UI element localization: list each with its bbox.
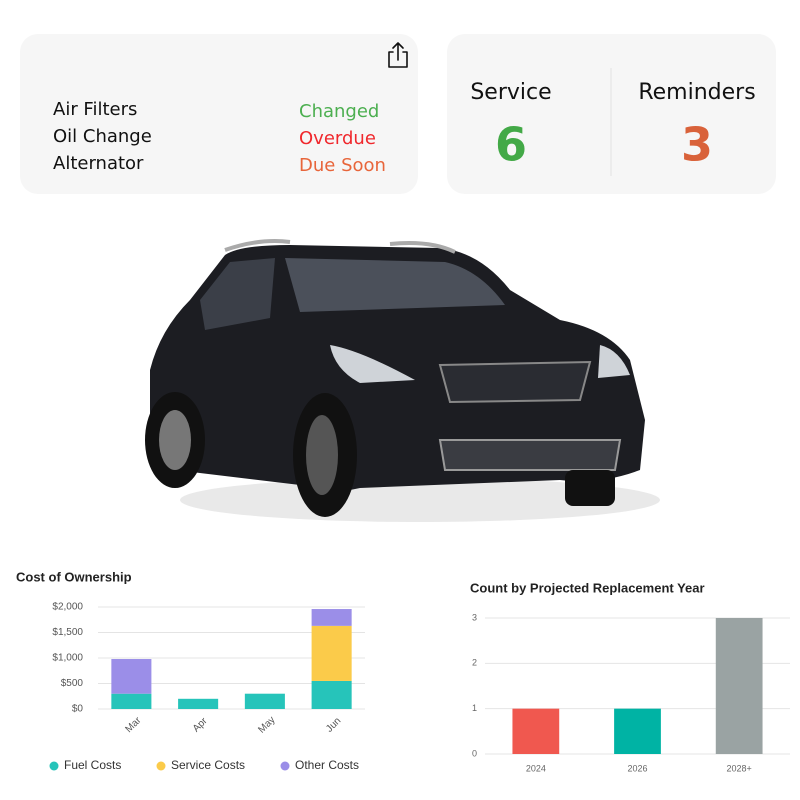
item-status: Overdue (299, 128, 376, 149)
windshield (285, 258, 505, 312)
y-tick-label: $2,000 (52, 602, 83, 613)
bar-segment (178, 698, 219, 709)
y-tick-label: 2 (472, 658, 477, 668)
front-rim (306, 415, 338, 495)
item-status: Changed (299, 101, 379, 122)
chart: Cost of Ownership $0 $500 $1,000 $1,500 $2,00… (16, 569, 365, 772)
y-tick-label: $500 (61, 678, 84, 689)
car-image (145, 239, 660, 522)
y-tick-label: 3 (472, 612, 477, 622)
item-label: Air Filters (53, 99, 137, 120)
bar-segment (311, 680, 352, 709)
bar-segment (111, 693, 152, 709)
roof-rails (224, 239, 456, 254)
side-window (200, 258, 275, 330)
y-tick-label: 1 (472, 703, 477, 713)
y-tick-label: $1,000 (52, 653, 83, 664)
y-tick-label: $1,500 (52, 627, 83, 638)
x-tick-label: Mar (123, 715, 143, 735)
item-status: Due Soon (299, 155, 386, 176)
rear-rim (159, 410, 191, 470)
bar-segment (311, 609, 352, 626)
bar-segment (244, 693, 285, 709)
bar (715, 618, 763, 754)
legend-swatch (280, 761, 290, 771)
x-tick-label: 2026 (627, 763, 647, 773)
headlight (598, 345, 630, 378)
bumper (438, 439, 622, 471)
right-wheel (565, 470, 615, 506)
car-body (150, 245, 645, 491)
y-tick-label: $0 (72, 704, 84, 715)
bar-segment (311, 625, 352, 681)
legend-label: Other Costs (295, 758, 359, 772)
y-tick-label: 0 (472, 748, 477, 758)
chart-title: Count by Projected Replacement Year (470, 580, 705, 595)
bar (614, 708, 661, 754)
x-tick-label: 2024 (526, 763, 546, 773)
legend-label: Fuel Costs (64, 758, 121, 772)
x-tick-label: 2028+ (727, 763, 752, 773)
x-tick-label: Jun (324, 716, 343, 735)
item-label: Oil Change (53, 126, 152, 147)
headlight (330, 345, 415, 383)
stat-value: 3 (681, 118, 713, 172)
legend-label: Service Costs (171, 758, 245, 772)
legend-swatch (156, 761, 166, 771)
bar-segment (111, 659, 152, 694)
stat-label: Reminders (638, 80, 755, 105)
chart: Count by Projected Replacement Year 0 1 2 3 2… (470, 580, 790, 773)
x-tick-label: May (256, 715, 277, 736)
legend-swatch (49, 761, 59, 771)
share-icon[interactable] (388, 42, 408, 68)
stat-label: Service (470, 80, 551, 105)
share-arrow (392, 42, 404, 61)
share-box (388, 51, 408, 68)
status-card (20, 34, 418, 194)
grille (438, 360, 592, 404)
chart-title: Cost of Ownership (16, 569, 132, 584)
stat-value: 6 (495, 118, 527, 172)
item-label: Alternator (53, 153, 144, 174)
bar (512, 708, 560, 754)
x-tick-label: Apr (191, 715, 210, 734)
